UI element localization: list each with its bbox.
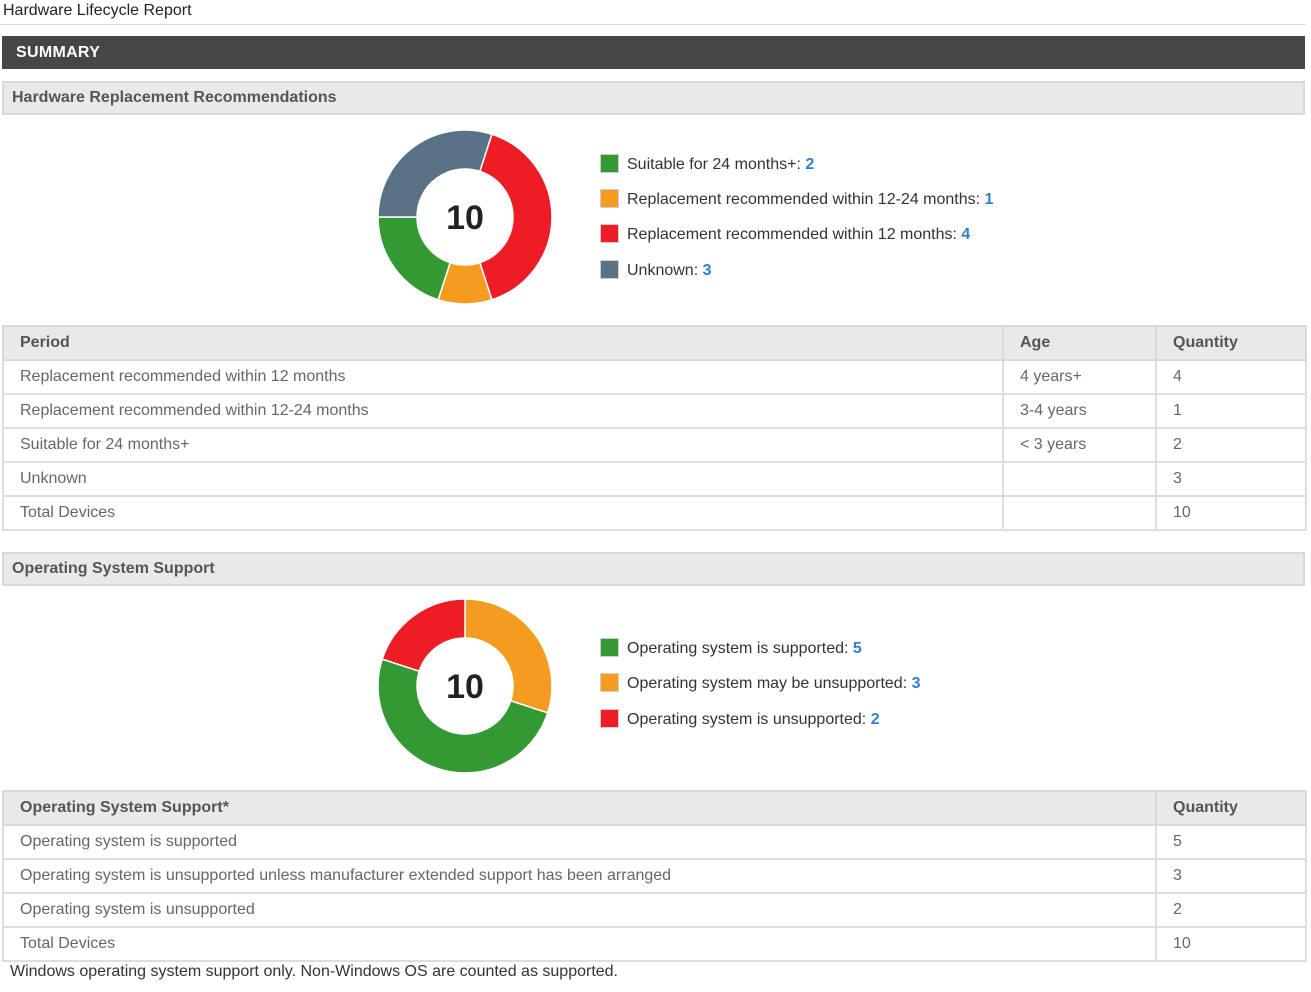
os-status-cell: Operating system is unsupported xyxy=(2,892,1157,928)
legend-swatch xyxy=(600,709,619,728)
age-cell: < 3 years xyxy=(1002,427,1157,463)
os-table: Operating System Support* Quantity Opera… xyxy=(2,790,1307,962)
os-status-cell: Total Devices xyxy=(2,926,1157,962)
hardware-table: Period Age Quantity Replacement recommen… xyxy=(2,325,1307,531)
legend-value: 1 xyxy=(984,191,994,208)
donut-segment-replacement-recommended-within-12-months xyxy=(478,133,553,301)
table-row: Total Devices 10 xyxy=(2,495,1307,531)
legend-value: 4 xyxy=(961,226,971,243)
table-row: Operating system is supported 5 xyxy=(2,824,1307,860)
table-row: Total Devices 10 xyxy=(2,926,1307,962)
age-cell: 3-4 years xyxy=(1002,393,1157,429)
legend-value: 2 xyxy=(805,156,815,173)
donut-segment-operating-system-may-be-unsupported xyxy=(464,598,553,714)
column-header-quantity: Quantity xyxy=(1155,790,1307,826)
os-status-cell: Operating system is supported xyxy=(2,824,1157,860)
os-donut-chart: 10 xyxy=(377,598,553,774)
donut-segment-unknown xyxy=(377,129,493,218)
legend-swatch xyxy=(600,638,619,657)
period-cell: Suitable for 24 months+ xyxy=(2,427,1004,463)
donut-segment-operating-system-is-unsupported xyxy=(381,598,466,673)
table-row: Replacement recommended within 12-24 mon… xyxy=(2,393,1307,429)
legend-label: Operating system may be unsupported: xyxy=(627,675,912,692)
legend-swatch xyxy=(600,673,619,692)
table-header-row: Operating System Support* Quantity xyxy=(2,790,1307,826)
period-cell: Total Devices xyxy=(2,495,1004,531)
legend-label: Operating system is supported: xyxy=(627,640,853,657)
quantity-cell: 2 xyxy=(1155,427,1307,463)
legend-item-os-supported: Operating system is supported: 5 xyxy=(600,638,862,658)
quantity-cell: 5 xyxy=(1155,824,1307,860)
os-status-cell: Operating system is unsupported unless m… xyxy=(2,858,1157,894)
legend-item-12-24-months: Replacement recommended within 12-24 mon… xyxy=(600,189,993,209)
os-section-header: Operating System Support xyxy=(2,552,1305,586)
page-title: Hardware Lifecycle Report xyxy=(3,2,192,19)
table-row: Replacement recommended within 12 months… xyxy=(2,359,1307,395)
age-cell xyxy=(1002,461,1157,497)
quantity-cell: 3 xyxy=(1155,858,1307,894)
donut-center-total: 10 xyxy=(446,668,484,706)
legend-swatch xyxy=(600,260,619,279)
legend-item-os-unsupported: Operating system is unsupported: 2 xyxy=(600,709,880,729)
legend-swatch xyxy=(600,189,619,208)
legend-label: Unknown: xyxy=(627,262,703,279)
table-header-row: Period Age Quantity xyxy=(2,325,1307,361)
legend-item-suitable: Suitable for 24 months+: 2 xyxy=(600,154,814,174)
legend-item-unknown: Unknown: 3 xyxy=(600,260,712,280)
legend-label: Replacement recommended within 12 months… xyxy=(627,226,962,243)
hardware-donut-chart: 10 xyxy=(377,129,553,305)
quantity-cell: 1 xyxy=(1155,393,1307,429)
legend-label: Operating system is unsupported: xyxy=(627,711,871,728)
quantity-cell: 10 xyxy=(1155,926,1307,962)
legend-label: Suitable for 24 months+: xyxy=(627,156,806,173)
donut-segment-operating-system-is-supported xyxy=(377,658,549,774)
quantity-cell: 3 xyxy=(1155,461,1307,497)
legend-value: 3 xyxy=(911,675,921,692)
period-cell: Unknown xyxy=(2,461,1004,497)
legend-label: Replacement recommended within 12-24 mon… xyxy=(627,191,985,208)
donut-segment-suitable-for-24-months- xyxy=(377,216,452,301)
summary-bar: SUMMARY xyxy=(2,36,1305,69)
legend-value: 2 xyxy=(870,711,880,728)
age-cell xyxy=(1002,495,1157,531)
quantity-cell: 10 xyxy=(1155,495,1307,531)
period-cell: Replacement recommended within 12-24 mon… xyxy=(2,393,1004,429)
column-header-period: Period xyxy=(2,325,1004,361)
legend-value: 5 xyxy=(852,640,862,657)
table-row: Suitable for 24 months+ < 3 years 2 xyxy=(2,427,1307,463)
legend-swatch xyxy=(600,224,619,243)
legend-item-12-months: Replacement recommended within 12 months… xyxy=(600,224,970,244)
column-header-os-support: Operating System Support* xyxy=(2,790,1157,826)
quantity-cell: 4 xyxy=(1155,359,1307,395)
legend-swatch xyxy=(600,154,619,173)
hardware-section-header: Hardware Replacement Recommendations xyxy=(2,81,1305,115)
table-row: Unknown 3 xyxy=(2,461,1307,497)
period-cell: Replacement recommended within 12 months xyxy=(2,359,1004,395)
donut-center-total: 10 xyxy=(446,199,484,237)
title-divider xyxy=(0,24,1306,25)
table-row: Operating system is unsupported unless m… xyxy=(2,858,1307,894)
quantity-cell: 2 xyxy=(1155,892,1307,928)
column-header-quantity: Quantity xyxy=(1155,325,1307,361)
footnote: Windows operating system support only. N… xyxy=(10,963,618,980)
column-header-age: Age xyxy=(1002,325,1157,361)
age-cell: 4 years+ xyxy=(1002,359,1157,395)
legend-item-os-may-be-unsupported: Operating system may be unsupported: 3 xyxy=(600,673,921,693)
legend-value: 3 xyxy=(702,262,712,279)
table-row: Operating system is unsupported 2 xyxy=(2,892,1307,928)
